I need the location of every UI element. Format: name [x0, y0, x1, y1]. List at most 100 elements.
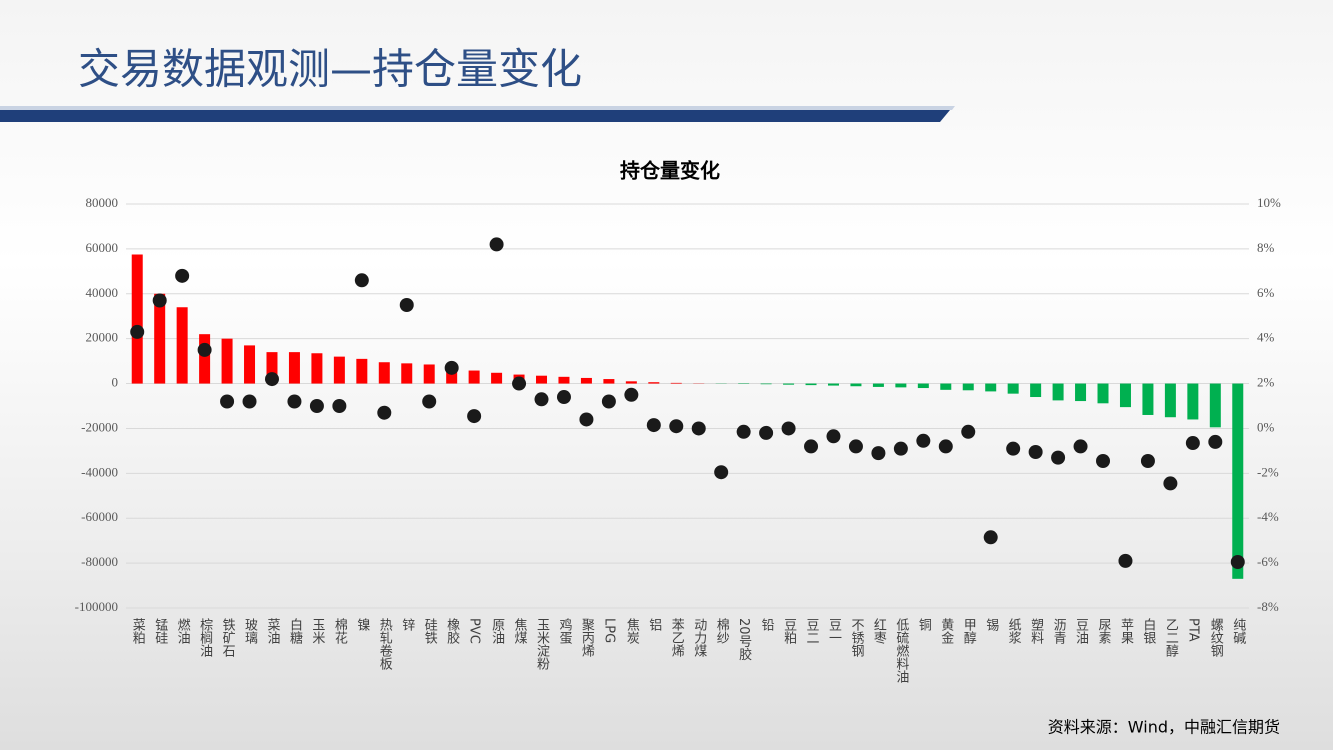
page-title: 交易数据观测—持仓量变化 — [78, 45, 582, 94]
dot — [377, 406, 391, 420]
bar — [1210, 384, 1221, 428]
dot — [579, 412, 593, 426]
x-tick-label: 玉米 — [309, 618, 325, 644]
bar — [761, 384, 772, 385]
x-tick-label: 豆粕 — [781, 618, 797, 644]
bar — [1142, 384, 1153, 415]
x-tick-label: 锌 — [399, 618, 415, 631]
header-bar — [0, 110, 950, 122]
bar — [424, 364, 435, 383]
bar — [1232, 384, 1243, 579]
x-tick-label: 热轧卷板 — [377, 618, 393, 671]
x-tick-label: 不锈钢 — [848, 618, 864, 658]
x-tick-label: 豆油 — [1073, 618, 1089, 644]
dot — [1074, 439, 1088, 453]
dot — [557, 390, 571, 404]
y2-tick-label: 6% — [1257, 285, 1275, 300]
x-tick-label: 低硫燃料油 — [893, 618, 909, 683]
x-tick-label: 玻璃 — [242, 618, 258, 644]
x-tick-label: 菜油 — [264, 618, 280, 644]
x-tick-label: 铁矿石 — [220, 618, 236, 657]
x-tick-label: 原油 — [489, 618, 505, 644]
dot — [490, 237, 504, 251]
bar — [536, 376, 547, 384]
x-tick-label: 尿素 — [1096, 618, 1112, 644]
y-tick-label: -60000 — [81, 509, 118, 524]
dot — [984, 530, 998, 544]
header-bar-light — [0, 106, 955, 110]
x-tick-label: 豆一 — [826, 618, 842, 644]
x-tick-label: 聚丙烯 — [579, 618, 595, 657]
y-tick-label: 0 — [112, 375, 119, 390]
y2-tick-label: -6% — [1257, 554, 1279, 569]
dot — [647, 418, 661, 432]
dot — [692, 421, 706, 435]
bar — [491, 373, 502, 384]
x-tick-label: PTA — [1185, 618, 1200, 642]
bar — [311, 353, 322, 383]
dot — [400, 298, 414, 312]
bar — [1053, 384, 1064, 401]
dot — [332, 399, 346, 413]
y2-tick-label: -8% — [1257, 599, 1279, 614]
dot — [1163, 476, 1177, 490]
bar — [626, 381, 637, 383]
bar — [177, 307, 188, 383]
dot — [737, 425, 751, 439]
bar — [558, 377, 569, 384]
bar — [1008, 384, 1019, 394]
bar — [1120, 384, 1131, 408]
source-note: 资料来源：Wind，中融汇信期货 — [1048, 718, 1280, 737]
x-tick-label: 乙二醇 — [1163, 618, 1179, 657]
y-tick-label: -20000 — [81, 419, 118, 434]
dot — [961, 425, 975, 439]
x-tick-label: LPG — [601, 618, 616, 643]
dot — [355, 273, 369, 287]
x-tick-label: 螺纹钢 — [1208, 618, 1224, 658]
x-tick-label: 苯乙烯 — [669, 618, 685, 657]
bar — [356, 359, 367, 384]
x-tick-label: 20号胶 — [736, 618, 752, 662]
bar — [469, 371, 480, 384]
dot — [871, 446, 885, 460]
x-tick-label: 铅 — [759, 618, 775, 631]
bar — [603, 379, 614, 383]
bar — [783, 384, 794, 385]
dot — [624, 388, 638, 402]
bar — [1098, 384, 1109, 404]
chart-title: 持仓量变化 — [620, 159, 720, 183]
x-tick-label: 棕榈油 — [197, 618, 213, 657]
dot — [243, 395, 257, 409]
bar — [828, 384, 839, 386]
y-tick-label: 80000 — [86, 195, 119, 210]
y2-tick-label: -2% — [1257, 464, 1279, 479]
x-tick-label: 甲醇 — [961, 618, 977, 644]
x-tick-label: 黄金 — [938, 618, 954, 644]
x-tick-label: 燃油 — [175, 617, 191, 644]
dot — [130, 325, 144, 339]
y-tick-label: -100000 — [75, 599, 118, 614]
bar — [1187, 384, 1198, 420]
bar — [940, 384, 951, 390]
x-tick-label: 纯碱 — [1230, 618, 1246, 644]
bar — [895, 384, 906, 388]
dot — [445, 361, 459, 375]
dot — [1006, 442, 1020, 456]
dot — [265, 372, 279, 386]
x-tick-label: 豆二 — [804, 618, 820, 644]
x-tick-label: 铜 — [916, 618, 932, 631]
y-tick-label: -40000 — [81, 464, 118, 479]
x-tick-label: 镍 — [354, 618, 370, 631]
x-tick-label: 棉花 — [332, 618, 348, 645]
dot — [669, 419, 683, 433]
bar — [289, 352, 300, 383]
x-tick-label: 动力煤 — [691, 618, 707, 657]
dot — [602, 395, 616, 409]
dot — [1118, 554, 1132, 568]
y-tick-label: 60000 — [86, 240, 119, 255]
bar — [963, 384, 974, 391]
bar — [873, 384, 884, 387]
dot — [175, 269, 189, 283]
